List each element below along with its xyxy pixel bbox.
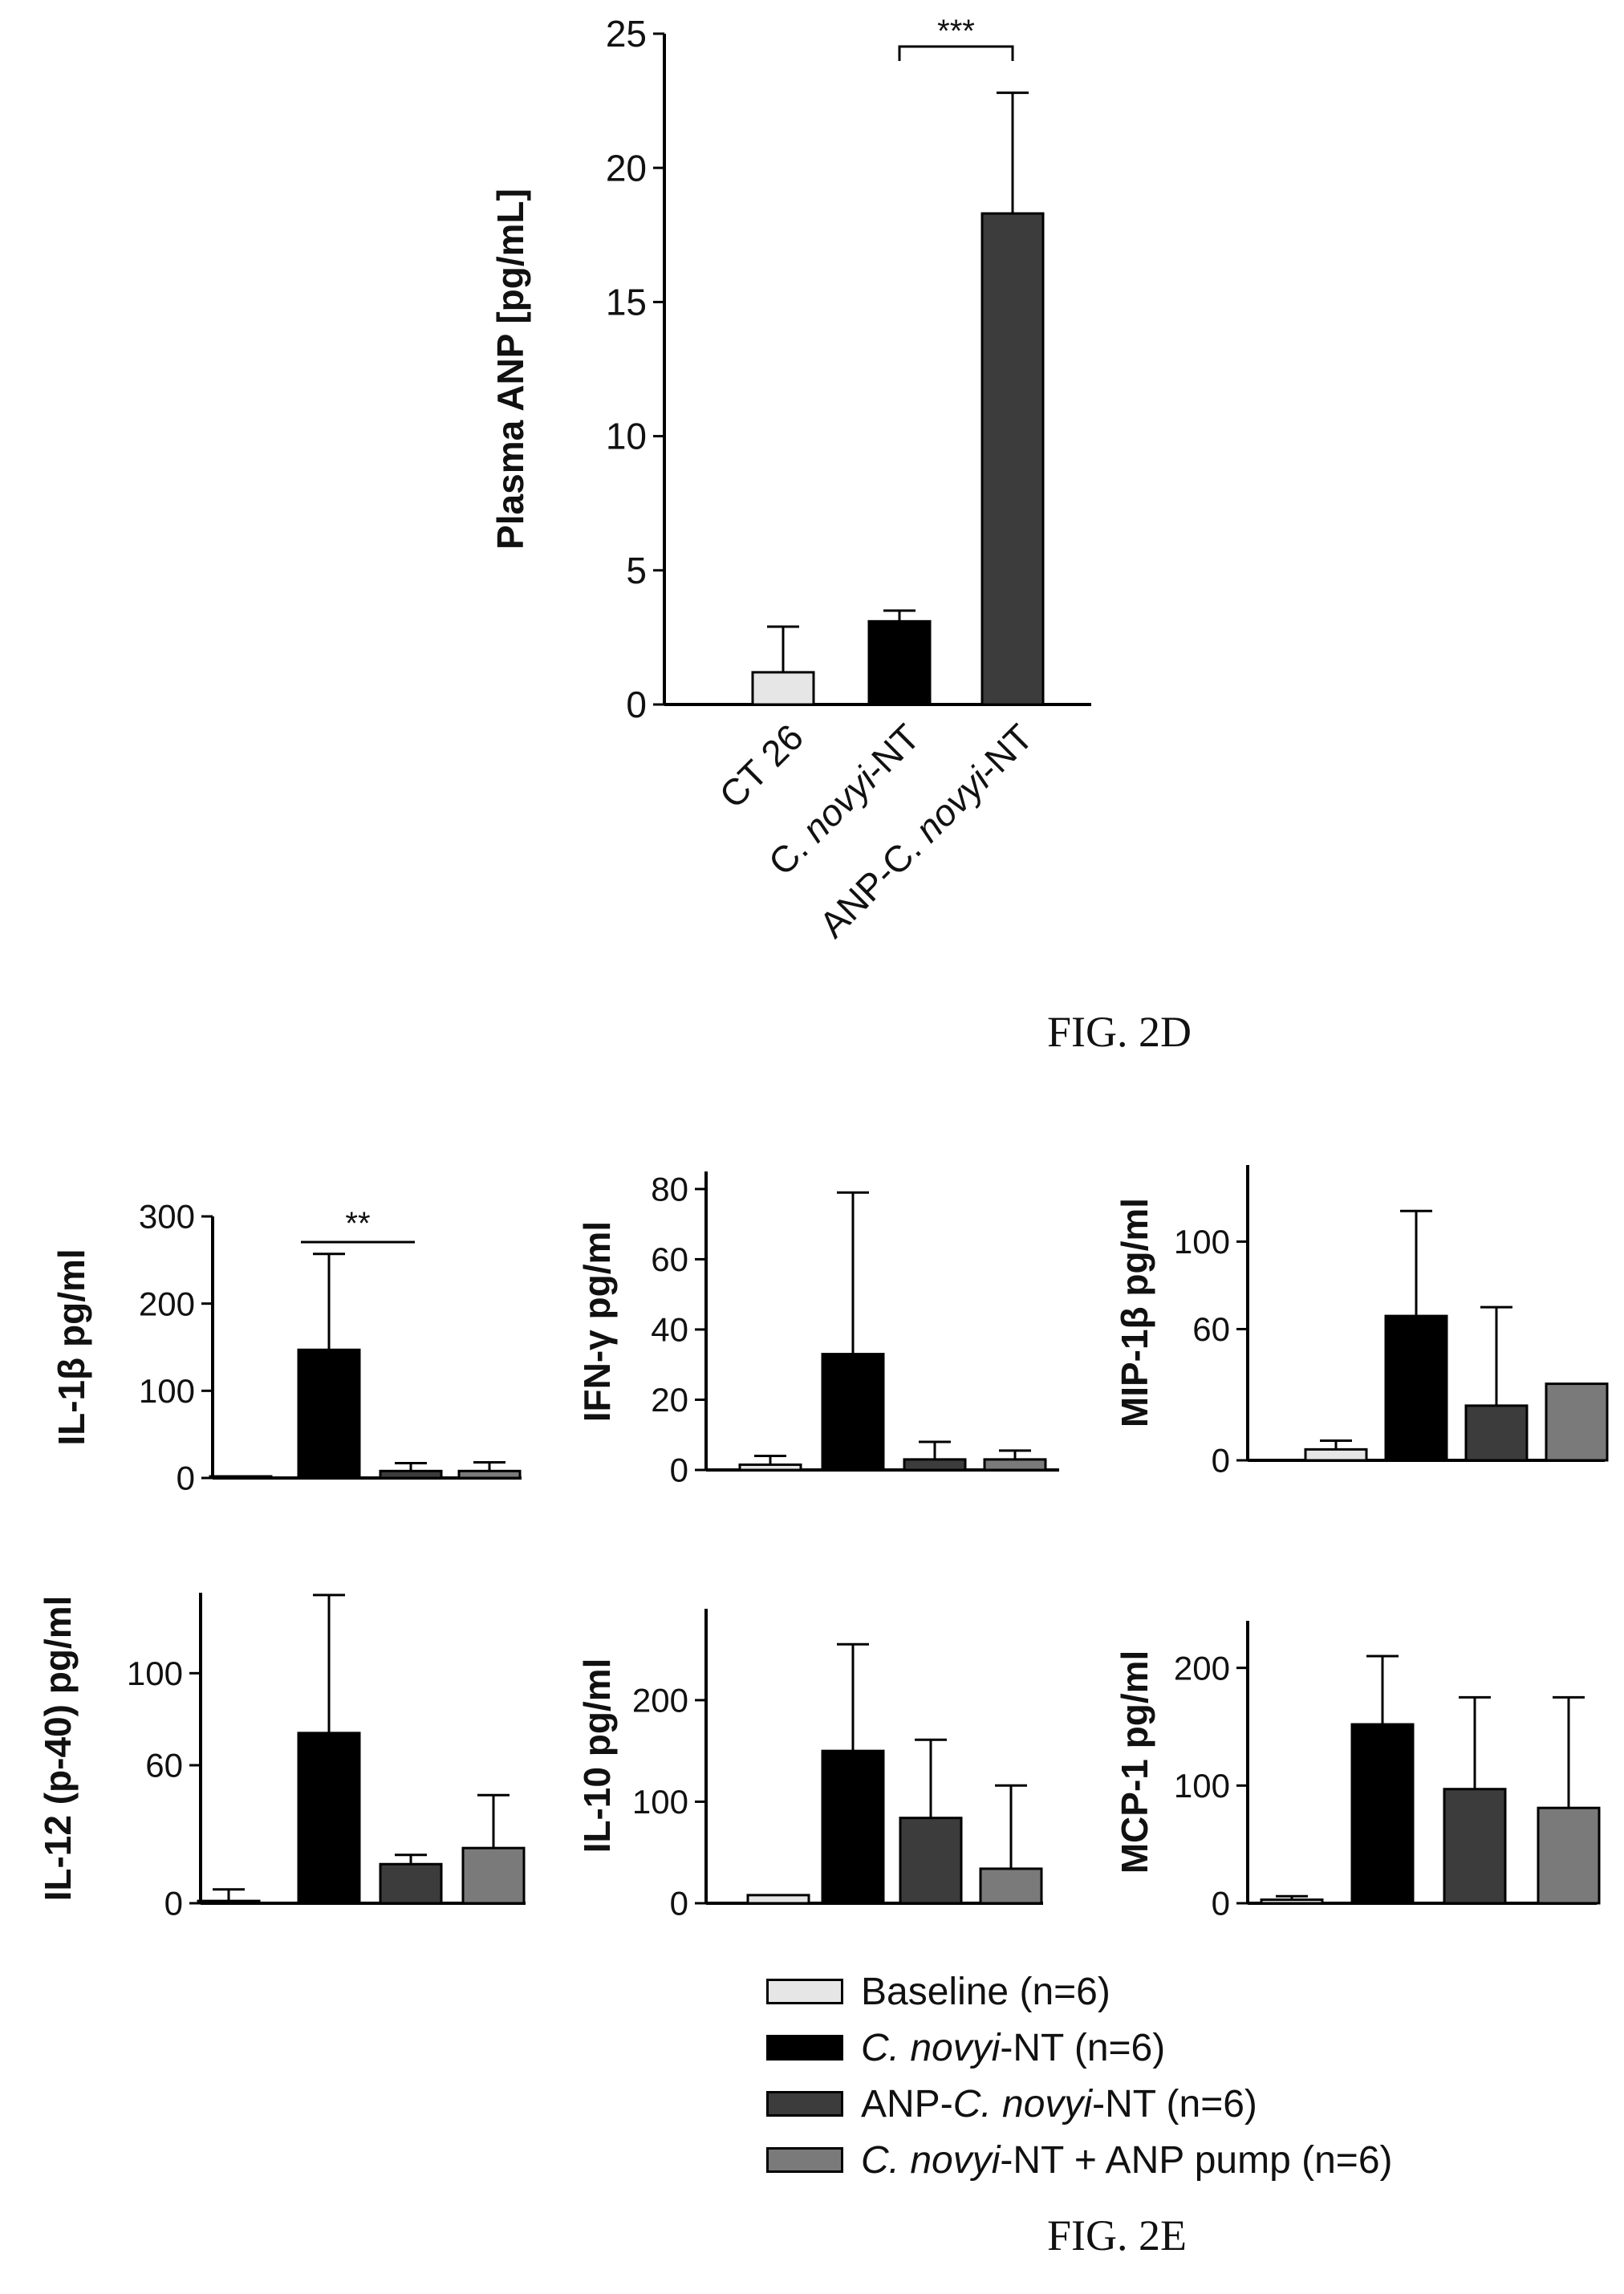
- bar: [1260, 1898, 1324, 1905]
- bar: [379, 1862, 443, 1905]
- bar: [738, 1463, 802, 1472]
- y-tick-label: 0: [164, 1885, 183, 1922]
- bar: [821, 1353, 885, 1472]
- y-tick-label: 200: [1174, 1649, 1230, 1687]
- legend-item-baseline: Baseline (n=6): [766, 1967, 1393, 2016]
- chart-ifng: 0 20 40 60 80 IFN-γ pg/ml: [576, 1171, 1059, 1489]
- bar: [1384, 1314, 1448, 1462]
- bar: [1304, 1447, 1368, 1462]
- legend-swatch-anp-cnovyi: [766, 2091, 843, 2117]
- bar: [867, 619, 932, 706]
- y-tick-label: 100: [1174, 1767, 1230, 1805]
- chart-mip1b: 0 60 100 MIP-1β pg/ml: [1114, 1165, 1609, 1480]
- bar: [1350, 1723, 1415, 1905]
- fig-2d-caption: FIG. 2D: [1047, 1008, 1192, 1056]
- y-axis-label: IL-10 pg/ml: [576, 1659, 618, 1853]
- legend-swatch-baseline: [766, 1979, 843, 2004]
- bar: [1443, 1788, 1507, 1905]
- y-tick-label: 0: [670, 1452, 688, 1489]
- bar: [746, 1894, 810, 1905]
- bar: [297, 1348, 361, 1480]
- significance-bracket: [898, 45, 1014, 61]
- y-tick-label: 100: [632, 1783, 688, 1821]
- y-tick-label: 15: [606, 282, 647, 323]
- chart-mcp1: 0 100 200 MCP-1 pg/ml: [1114, 1621, 1601, 1922]
- bar: [461, 1846, 526, 1905]
- y-tick-label: 200: [632, 1682, 688, 1719]
- x-tick-label: CT 26: [711, 716, 811, 816]
- y-tick-label: 20: [651, 1381, 688, 1419]
- legend-label-cnovyi-pump: C. novyi-NT + ANP pump (n=6): [861, 2138, 1393, 2182]
- legend-label-cnovyi: C. novyi-NT (n=6): [861, 2026, 1166, 2069]
- fig-2e-caption: FIG. 2E: [1047, 2211, 1187, 2259]
- y-tick-label: 100: [127, 1655, 183, 1692]
- legend-item-cnovyi-pump: C. novyi-NT + ANP pump (n=6): [766, 2136, 1393, 2184]
- y-tick-label: 60: [1192, 1310, 1230, 1348]
- x-tick-label: ANP-C. novyi-NT: [811, 716, 1041, 945]
- y-axis-label: IFN-γ pg/ml: [576, 1221, 618, 1422]
- significance-label: ***: [937, 14, 975, 49]
- bar: [903, 1458, 967, 1472]
- y-tick-label: 100: [1174, 1223, 1230, 1261]
- bar: [457, 1469, 522, 1480]
- bar: [899, 1817, 963, 1905]
- legend-item-anp-cnovyi: ANP-C. novyi-NT (n=6): [766, 2080, 1393, 2128]
- legend-swatch-cnovyi-pump: [766, 2147, 843, 2173]
- legend-swatch-cnovyi: [766, 2035, 843, 2061]
- bar: [979, 1867, 1043, 1905]
- bar: [980, 212, 1045, 706]
- y-tick-label: 0: [177, 1460, 195, 1497]
- y-tick-label: 60: [145, 1747, 183, 1784]
- y-tick-label: 300: [139, 1198, 195, 1236]
- bar: [379, 1469, 443, 1480]
- y-axis-label: MCP-1 pg/ml: [1114, 1650, 1155, 1874]
- y-tick-label: 0: [626, 684, 647, 725]
- y-tick-label: 60: [651, 1240, 688, 1278]
- y-tick-label: 10: [606, 416, 647, 457]
- y-tick-label: 20: [606, 147, 647, 189]
- y-axis-label: Plasma ANP [pg/mL]: [489, 189, 531, 550]
- bar: [1537, 1806, 1601, 1905]
- bar: [297, 1732, 361, 1905]
- y-tick-label: 0: [1212, 1885, 1230, 1922]
- y-tick-label: 200: [139, 1285, 195, 1322]
- chart-il10: 0 100 200 IL-10 pg/ml: [576, 1609, 1043, 1922]
- y-axis-label: IL-12 (p-40) pg/ml: [37, 1596, 79, 1902]
- bar: [209, 1475, 273, 1480]
- legend: Baseline (n=6) C. novyi-NT (n=6) ANP-C. …: [766, 1967, 1393, 2192]
- significance-label: **: [345, 1206, 370, 1241]
- chart-il12: 0 60 100 IL-12 (p-40) pg/ml: [37, 1593, 526, 1922]
- bar: [751, 671, 815, 706]
- y-tick-label: 0: [1212, 1442, 1230, 1480]
- legend-label-baseline: Baseline (n=6): [861, 1970, 1110, 2013]
- legend-item-cnovyi: C. novyi-NT (n=6): [766, 2024, 1393, 2072]
- y-axis-label: IL-1β pg/ml: [51, 1249, 92, 1445]
- bar: [1545, 1382, 1609, 1462]
- y-tick-label: 0: [670, 1885, 688, 1922]
- bar: [821, 1749, 885, 1905]
- bar: [1464, 1404, 1529, 1462]
- chart-il1b: 0 100 200 300 IL-1β pg/ml **: [51, 1198, 522, 1497]
- bar: [983, 1458, 1047, 1472]
- y-tick-label: 5: [626, 550, 647, 591]
- y-tick-label: 25: [606, 13, 647, 55]
- bar: [197, 1899, 261, 1905]
- y-tick-label: 100: [139, 1372, 195, 1410]
- y-tick-label: 80: [651, 1171, 688, 1208]
- y-axis-label: MIP-1β pg/ml: [1114, 1198, 1155, 1427]
- legend-label-anp-cnovyi: ANP-C. novyi-NT (n=6): [861, 2082, 1257, 2126]
- y-tick-label: 40: [651, 1311, 688, 1349]
